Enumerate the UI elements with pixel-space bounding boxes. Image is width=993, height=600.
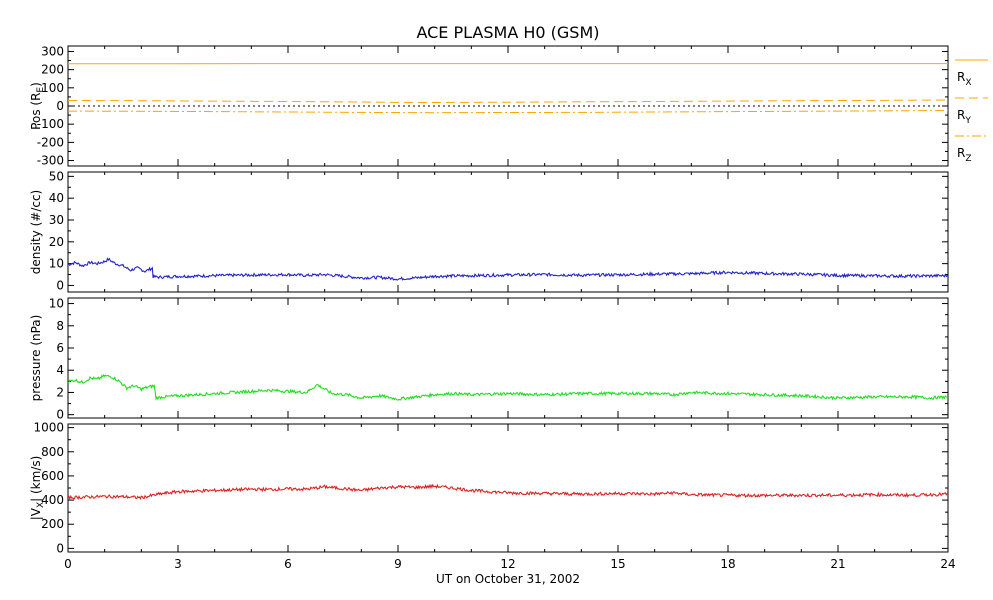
y-tick-label: 10 <box>49 257 64 271</box>
x-tick-label: 15 <box>610 557 625 571</box>
x-tick-label: 18 <box>720 557 735 571</box>
y-tick-label: 30 <box>49 213 64 227</box>
y-axis-label-sub: X <box>36 502 46 508</box>
y-tick-label: 8 <box>56 319 64 333</box>
y-tick-label: 300 <box>41 44 64 58</box>
y-tick-label: 10 <box>49 297 64 311</box>
y-tick-label: 600 <box>41 469 64 483</box>
panel-frame <box>67 423 949 553</box>
y-tick-label: 400 <box>41 493 64 507</box>
y-tick-label: -100 <box>37 117 64 131</box>
y-axis-label-main: Pos (R <box>29 93 43 130</box>
x-tick-label: 0 <box>64 557 72 571</box>
y-tick-label: 200 <box>41 517 64 531</box>
y-axis-label-end: | (km/s) <box>29 456 43 502</box>
y-axis-label-main: pressure (nPa) <box>29 315 43 402</box>
legend-label: RZ <box>957 146 972 164</box>
x-tick-label: 3 <box>174 557 182 571</box>
y-axis-label-main: density (#/cc) <box>29 190 43 274</box>
legend-label-main: R <box>957 108 965 122</box>
y-axis-label-pos: Pos (RE) <box>29 82 46 130</box>
panel-vx: 1000 800 600 400 200 0 |VX| (km/s) 0 3 6 9 12 15 18 21… <box>29 421 956 571</box>
series-line-pressure <box>67 373 949 401</box>
legend-label: RY <box>957 108 971 126</box>
series-line-pos-z <box>67 110 949 114</box>
y-tick-label: 6 <box>56 341 64 355</box>
y-tick-label: 0 <box>56 278 64 292</box>
y-tick-label: -300 <box>37 154 64 168</box>
y-tick-label: 0 <box>56 408 64 422</box>
x-tick-label: 6 <box>284 557 292 571</box>
y-axis-label-vx: |VX| (km/s) <box>29 456 46 521</box>
y-tick-label: 0 <box>56 541 64 555</box>
series-line-density <box>67 257 949 281</box>
y-axis-label-pressure: pressure (nPa) <box>29 315 43 402</box>
y-tick-label: 4 <box>56 363 64 377</box>
x-axis-label: UT on October 31, 2002 <box>436 572 580 586</box>
series-line-pos-y <box>67 99 949 104</box>
y-axis-label-main: |V <box>29 507 43 520</box>
x-tick-label: 21 <box>830 557 845 571</box>
panel-pressure: 10 8 6 4 2 0 pressure (nPa) <box>29 297 949 422</box>
y-tick-label: 20 <box>49 235 64 249</box>
y-axis-label-density: density (#/cc) <box>29 190 43 274</box>
x-tick-label: 12 <box>500 557 515 571</box>
legend-label: RX <box>957 70 972 88</box>
x-tick-label: 9 <box>394 557 402 571</box>
y-tick-label: -200 <box>37 135 64 149</box>
y-tick-label: 2 <box>56 385 64 399</box>
legend-label-sub: X <box>965 78 971 88</box>
series-line-vx <box>68 483 949 501</box>
y-tick-label: 0 <box>56 99 64 113</box>
y-tick-label: 800 <box>41 445 64 459</box>
panel-density: 50 40 30 20 10 0 density (#/cc) <box>29 169 949 293</box>
y-tick-label: 100 <box>41 81 64 95</box>
panel-frame <box>67 297 949 419</box>
y-axis-label-end: ) <box>29 82 43 87</box>
y-tick-label: 50 <box>49 169 64 183</box>
y-tick-label: 200 <box>41 63 64 77</box>
legend-label-sub: Y <box>964 116 971 126</box>
chart-title: ACE PLASMA H0 (GSM) <box>416 23 599 42</box>
y-tick-label: 1000 <box>33 421 64 435</box>
legend-label-main: R <box>957 70 965 84</box>
legend-label-sub: Z <box>965 154 971 164</box>
y-tick-label: 40 <box>49 191 64 205</box>
x-tick-label: 24 <box>940 557 955 571</box>
y-axis-label-sub: E <box>36 87 46 93</box>
legend-label-main: R <box>957 146 965 160</box>
